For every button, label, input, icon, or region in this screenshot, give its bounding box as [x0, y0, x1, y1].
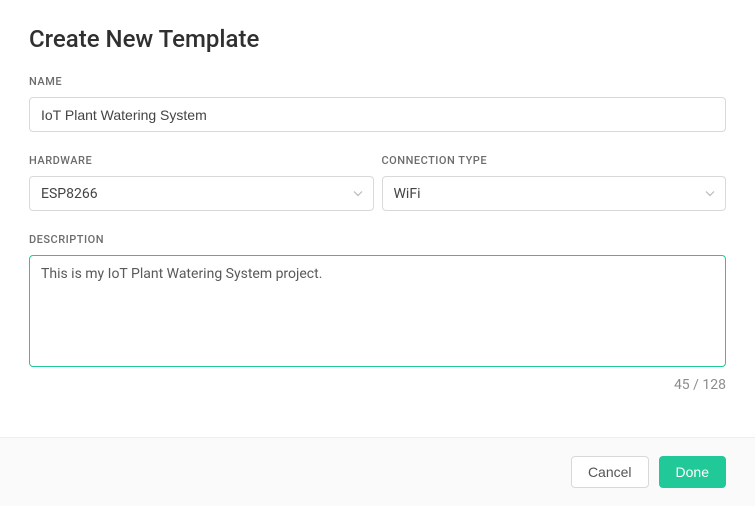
name-input[interactable]	[29, 97, 726, 132]
hardware-value: ESP8266	[41, 186, 98, 202]
description-label: DESCRIPTION	[29, 233, 726, 246]
description-textarea[interactable]	[29, 255, 726, 367]
cancel-button[interactable]: Cancel	[571, 456, 649, 488]
dialog-footer: Cancel Done	[0, 437, 755, 506]
name-label: NAME	[29, 75, 726, 88]
hardware-connection-row: HARDWARE ESP8266 CONNECTION TYPE WiFi	[29, 154, 726, 211]
hardware-label: HARDWARE	[29, 154, 374, 167]
hardware-field-group: HARDWARE ESP8266	[29, 154, 374, 211]
connection-field-group: CONNECTION TYPE WiFi	[382, 154, 727, 211]
description-field-group: DESCRIPTION 45 / 128	[29, 233, 726, 393]
char-counter: 45 / 128	[29, 377, 726, 393]
name-field-group: NAME	[29, 75, 726, 132]
connection-select[interactable]: WiFi	[382, 176, 727, 211]
page-title: Create New Template	[29, 25, 726, 53]
form-area: Create New Template NAME HARDWARE ESP826…	[0, 0, 755, 393]
done-button[interactable]: Done	[659, 456, 726, 488]
connection-label: CONNECTION TYPE	[382, 154, 727, 167]
connection-value: WiFi	[394, 186, 421, 202]
hardware-select[interactable]: ESP8266	[29, 176, 374, 211]
